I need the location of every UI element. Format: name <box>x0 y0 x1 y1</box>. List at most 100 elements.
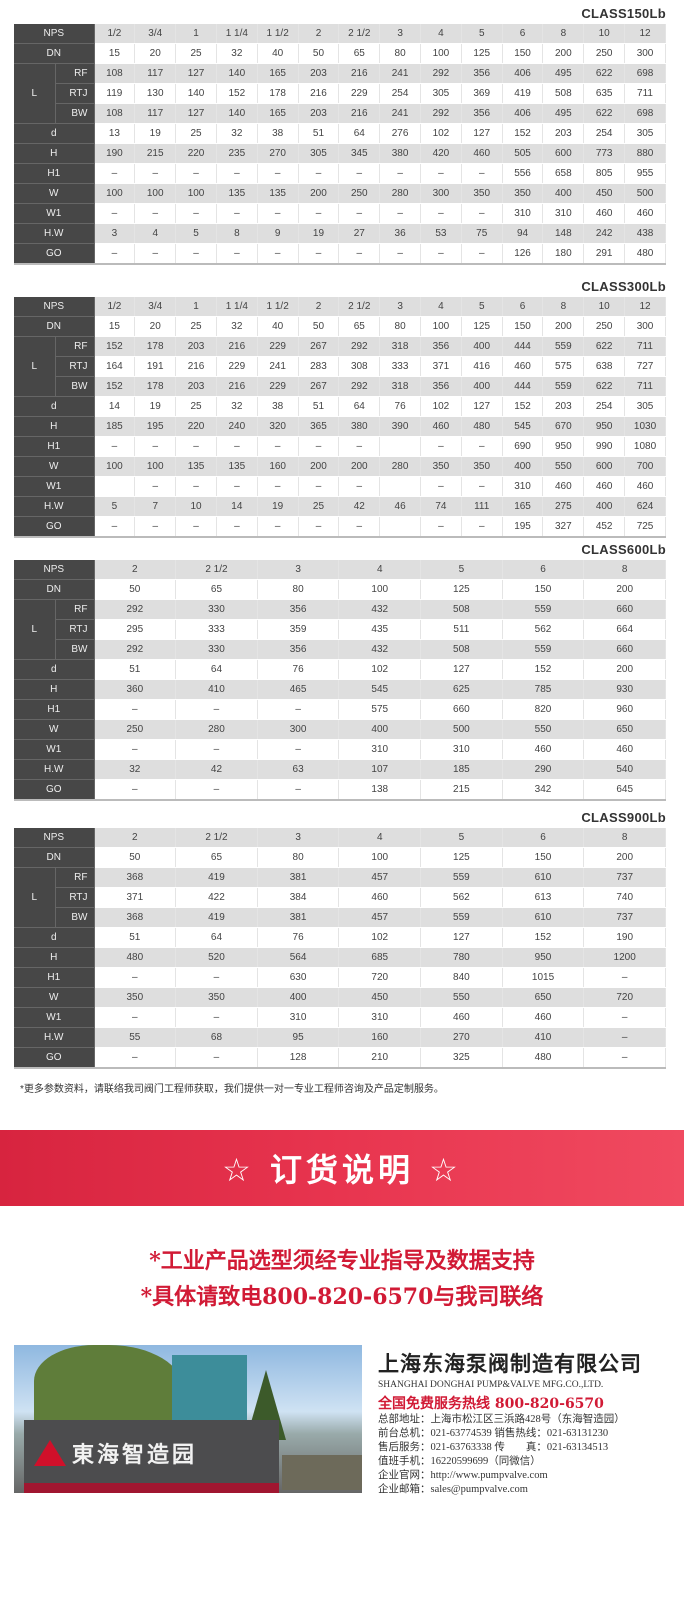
table-cell: 432 <box>338 599 422 620</box>
table-cell: 1015 <box>502 967 585 988</box>
row-header: RF <box>55 599 95 620</box>
table-cell: 50 <box>94 579 177 600</box>
table-cell: 270 <box>257 143 299 164</box>
table-row: RTJ 119 130 140 152 178 216 229 254 305 369 419 508 6… <box>14 83 666 104</box>
table-cell: 3 <box>94 223 136 244</box>
company-name-cn: 上海东海泵阀制造有限公司 <box>378 1353 642 1376</box>
table-cell: 190 <box>583 927 666 948</box>
factory-photo: 東海智造园 <box>14 1345 362 1493</box>
table-cell: – <box>216 163 258 184</box>
table-cell: 422 <box>175 887 258 908</box>
table-cell: 622 <box>583 63 626 84</box>
table-cell <box>379 516 421 538</box>
table-cell: – <box>175 967 258 988</box>
table-cell: 4 <box>134 223 177 244</box>
table-cell: 42 <box>338 496 381 517</box>
table-cell: 500 <box>420 719 503 740</box>
table-cell: – <box>420 476 462 497</box>
table-cell: 556 <box>502 163 544 184</box>
table-cell: 955 <box>624 163 666 184</box>
table-cell: 100 <box>134 456 177 477</box>
spec-table: NPS 1/2 3/4 1 1 1/4 1 1/2 2 2 1/2 3 4 5 6 8 10 12 DN 15 2… <box>14 24 666 265</box>
order-line-1: *工业产品选型须经专业指导及数据支持 <box>149 1248 535 1274</box>
table-cell: 559 <box>542 336 585 357</box>
table-row: W 250 280 300 400 500 550 650 <box>14 719 666 740</box>
row-header: W1 <box>14 476 95 497</box>
table-cell: 390 <box>379 416 421 437</box>
table-cell: – <box>94 243 136 265</box>
table-cell: 950 <box>583 416 626 437</box>
table-cell: 250 <box>338 183 381 204</box>
table-cell: 2 1/2 <box>338 297 381 317</box>
table-cell: 229 <box>257 376 299 397</box>
table-cell: 630 <box>257 967 340 988</box>
table-cell: 350 <box>94 987 177 1008</box>
table-cell: 150 <box>502 579 585 600</box>
table-row: DN 50 65 80 100 125 150 200 <box>14 847 666 868</box>
table-cell: – <box>298 163 340 184</box>
table-cell: – <box>134 203 177 224</box>
table-cell: 381 <box>257 907 340 928</box>
table-cell: 25 <box>298 496 340 517</box>
table-cell: 130 <box>134 83 177 104</box>
table-row: H1– – – – – – – – –690 950 990 1080 <box>14 436 666 457</box>
table-cell: 229 <box>257 336 299 357</box>
table-cell: 27 <box>338 223 381 244</box>
table-cell: 13 <box>94 123 136 144</box>
website-link[interactable]: 企业官网：http://www.pumpvalve.com <box>378 1470 548 1481</box>
table-cell: 254 <box>379 83 421 104</box>
table-cell: 2 <box>298 24 340 44</box>
table-cell: 152 <box>216 83 258 104</box>
table-cell: 610 <box>502 907 585 928</box>
table-cell: 650 <box>502 987 585 1008</box>
table-cell: 371 <box>94 887 177 908</box>
table-row: RTJ 164 191 216 229 241 283 308 333 371 416 460 575 6… <box>14 356 666 377</box>
table-cell: 737 <box>583 867 666 888</box>
table-cell: 310 <box>542 203 585 224</box>
table-cell: 380 <box>379 143 421 164</box>
table-cell: 55 <box>94 1027 177 1048</box>
table-cell: – <box>216 516 258 538</box>
table-cell: 330 <box>175 639 258 660</box>
table-cell: 400 <box>583 496 626 517</box>
table-cell: 107 <box>338 759 422 780</box>
class-title: CLASS900Lb <box>581 810 666 825</box>
table-cell: 300 <box>624 43 666 64</box>
spec-table-section: CLASS300Lb NPS 1/2 3/4 1 1 1/4 1 1/2 2 2 1/2 3 4 5 6… <box>14 277 666 538</box>
table-cell: – <box>420 163 462 184</box>
table-row: W1– –310 310 460 460– <box>14 1007 666 1028</box>
table-cell: 200 <box>338 456 381 477</box>
table-cell: 1 1/4 <box>216 24 258 44</box>
table-cell: 19 <box>298 223 340 244</box>
table-cell: 310 <box>420 739 503 760</box>
table-cell: 267 <box>298 376 340 397</box>
row-header: NPS <box>14 297 95 317</box>
table-cell: 10 <box>175 496 217 517</box>
table-cell: 152 <box>502 396 544 417</box>
table-cell: 135 <box>216 456 258 477</box>
table-cell: – <box>216 203 258 224</box>
table-row: d 51 64 76 102 127 152 200 <box>14 659 666 680</box>
table-cell: 700 <box>624 456 666 477</box>
table-cell: 622 <box>583 103 626 124</box>
company-logo-icon <box>34 1440 66 1466</box>
table-cell: 125 <box>420 579 503 600</box>
table-cell: 138 <box>338 779 422 801</box>
table-cell: 76 <box>257 927 340 948</box>
table-cell: 102 <box>338 927 422 948</box>
table-cell <box>94 476 136 497</box>
table-cell: 368 <box>94 867 177 888</box>
table-cell: 368 <box>94 907 177 928</box>
table-cell: 20 <box>134 316 177 337</box>
table-cell: 345 <box>338 143 381 164</box>
row-header: H <box>14 416 95 437</box>
table-cell: 64 <box>175 659 258 680</box>
table-cell: – <box>338 243 381 265</box>
email-link[interactable]: 企业邮箱：sales@pumpvalve.com <box>378 1484 528 1495</box>
table-cell: 125 <box>461 43 503 64</box>
table-cell: 135 <box>257 183 299 204</box>
table-cell: 327 <box>542 516 585 538</box>
table-cell: – <box>257 739 340 760</box>
table-cell: 25 <box>175 43 217 64</box>
table-cell: 350 <box>461 183 503 204</box>
